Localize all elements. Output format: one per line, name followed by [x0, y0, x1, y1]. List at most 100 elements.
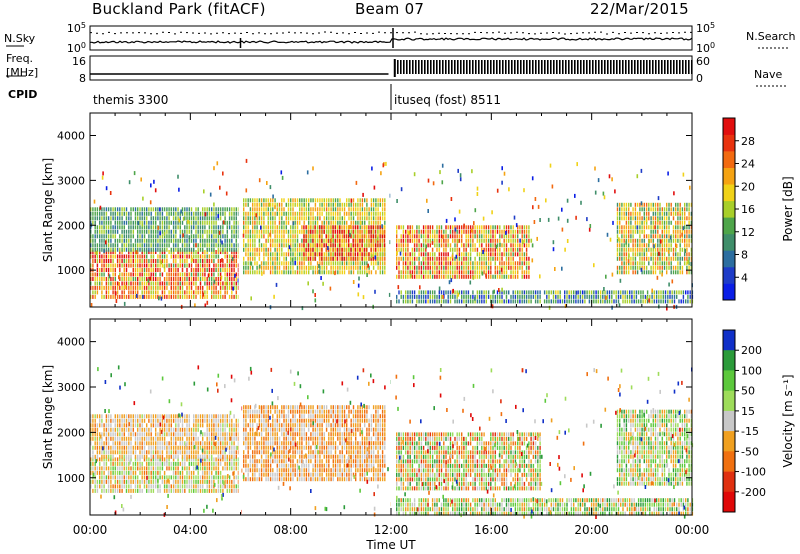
heatmap-cell	[190, 207, 193, 212]
heatmap-cell	[130, 479, 132, 484]
heatmap-cell	[299, 247, 301, 252]
heatmap-cell	[139, 263, 141, 268]
heatmap-cell	[190, 225, 193, 230]
heatmap-cell	[155, 290, 157, 295]
heatmap-cell	[123, 234, 125, 239]
heatmap-cell	[103, 220, 105, 225]
heatmap-cell	[150, 211, 152, 216]
heatmap-cell	[235, 229, 237, 234]
heatmap-cell	[105, 225, 108, 230]
heatmap-cell	[440, 252, 443, 257]
heatmap-cell	[211, 461, 213, 466]
heatmap-cell	[336, 252, 339, 257]
heatmap-cell	[405, 294, 407, 299]
heatmap-cell	[186, 294, 188, 299]
heatmap-cell	[337, 270, 339, 275]
heatmap-cell	[112, 488, 114, 493]
heatmap-cell	[651, 294, 653, 299]
heatmap-cell	[418, 270, 420, 275]
heatmap-cell	[269, 252, 272, 257]
heatmap-cell	[376, 236, 379, 241]
heatmap-cell	[613, 299, 615, 304]
heatmap-cell	[280, 170, 283, 175]
heatmap-cell	[166, 225, 168, 230]
heatmap-cell	[243, 243, 245, 248]
heatmap-cell	[114, 291, 117, 296]
heatmap-cell	[245, 188, 248, 193]
heatmap-cell	[125, 247, 128, 252]
heatmap-cell	[438, 286, 441, 291]
heatmap-cell	[166, 294, 168, 299]
heatmap-cell	[296, 270, 299, 275]
heatmap-cell	[181, 263, 184, 268]
heatmap-cell	[199, 243, 202, 248]
heatmap-cell	[431, 299, 434, 304]
heatmap-cell	[654, 247, 657, 252]
heatmap-cell	[211, 290, 213, 295]
heatmap-cell	[379, 234, 381, 239]
heatmap-cell	[195, 272, 197, 277]
heatmap-cell	[101, 414, 103, 419]
heatmap-cell	[503, 274, 505, 279]
heatmap-cell	[653, 290, 655, 295]
heatmap-cell	[141, 268, 143, 272]
heatmap-cell	[130, 254, 132, 259]
heatmap-cell	[216, 161, 219, 166]
heatmap-cell	[252, 265, 254, 270]
heatmap-cell	[623, 238, 625, 243]
heatmap-cell	[603, 287, 605, 291]
heatmap-cell	[163, 216, 166, 221]
heatmap-cell	[139, 225, 141, 230]
heatmap-cell	[208, 234, 211, 239]
heatmap-cell	[349, 224, 352, 229]
heatmap-cell	[413, 274, 416, 279]
heatmap-cell	[163, 281, 166, 286]
heatmap-cell	[245, 198, 247, 203]
heatmap-cell	[243, 229, 245, 234]
heatmap-cell	[228, 225, 231, 230]
heatmap-cell	[132, 247, 134, 252]
heatmap-cell	[101, 475, 103, 480]
heatmap-cell	[684, 243, 686, 248]
heatmap-cell	[523, 274, 526, 279]
heatmap-cell	[666, 225, 668, 230]
heatmap-cell	[139, 268, 141, 272]
heatmap-cell	[634, 225, 637, 230]
heatmap-cell	[639, 252, 641, 257]
heatmap-cell	[163, 234, 166, 239]
heatmap-cell	[657, 238, 659, 243]
heatmap-cell	[438, 252, 440, 257]
heatmap-cell	[624, 290, 626, 295]
heatmap-cell	[233, 254, 235, 259]
heatmap-cell	[231, 272, 233, 277]
heatmap-cell	[197, 461, 199, 466]
heatmap-cell	[103, 470, 105, 475]
heatmap-cell	[606, 299, 608, 304]
heatmap-cell	[231, 238, 233, 243]
heatmap-cell	[116, 418, 119, 423]
heatmap-cell	[639, 256, 641, 261]
heatmap-cell	[481, 256, 483, 261]
heatmap-cell	[409, 294, 411, 299]
heatmap-cell	[101, 259, 103, 263]
heatmap-cell	[141, 238, 143, 243]
heatmap-cell	[481, 234, 483, 239]
heatmap-cell	[163, 243, 166, 248]
heatmap-cell	[312, 211, 314, 216]
noise-frame	[89, 25, 693, 51]
heatmap-cell	[128, 243, 130, 248]
heatmap-cell	[96, 272, 99, 277]
heatmap-cell	[281, 207, 283, 212]
heatmap-cell	[278, 252, 281, 257]
heatmap-cell	[616, 256, 619, 261]
heatmap-cell	[332, 229, 334, 234]
heatmap-cell	[372, 243, 374, 248]
heatmap-cell	[101, 277, 103, 281]
heatmap-cell	[260, 225, 262, 230]
heatmap-cell	[427, 265, 429, 270]
heatmap-cell	[148, 457, 150, 462]
heatmap-cell	[222, 259, 224, 263]
heatmap-cell	[650, 256, 652, 261]
heatmap-cell	[628, 261, 630, 266]
heatmap-cell	[686, 234, 688, 239]
